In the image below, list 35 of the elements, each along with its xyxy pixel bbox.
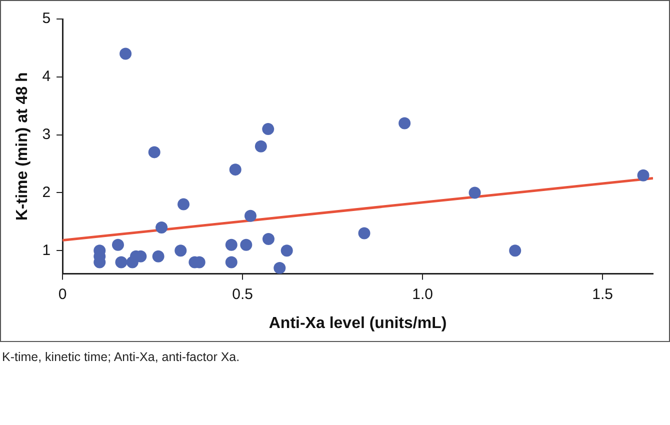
point [229,164,242,176]
point [156,221,168,234]
point [509,244,522,257]
x-tick-label: 1.0 [412,286,434,303]
y-tick-label: 2 [42,184,51,201]
point [152,250,164,262]
y-tick-label: 5 [42,10,51,28]
point [240,238,252,251]
point [262,233,274,246]
point [274,262,286,274]
x-axis-title: Anti-Xa level (units/mL) [268,314,447,332]
point [225,256,238,268]
point [244,210,256,222]
x-tick-label: 0 [58,286,67,303]
y-tick-label: 3 [42,126,51,143]
point [262,123,274,136]
point [358,227,370,240]
point [178,198,190,210]
y-tick-label: 4 [42,68,51,86]
y-tick-label: 1 [42,242,51,259]
point [148,146,160,158]
point [225,238,238,251]
point [112,238,124,251]
point [398,117,411,130]
x-tick-label: 0.5 [232,286,253,303]
point [115,256,128,268]
x-tick-label: 1.5 [592,286,614,303]
point [637,169,650,182]
point [280,244,293,257]
point [174,244,187,257]
text: K-time, kinetic time; Anti-Xa, anti-factor Xa. [2,350,240,364]
point [120,48,132,60]
point [254,140,267,152]
point [468,186,481,199]
y-axis-title: K-time (min) at 48 h [14,72,32,221]
